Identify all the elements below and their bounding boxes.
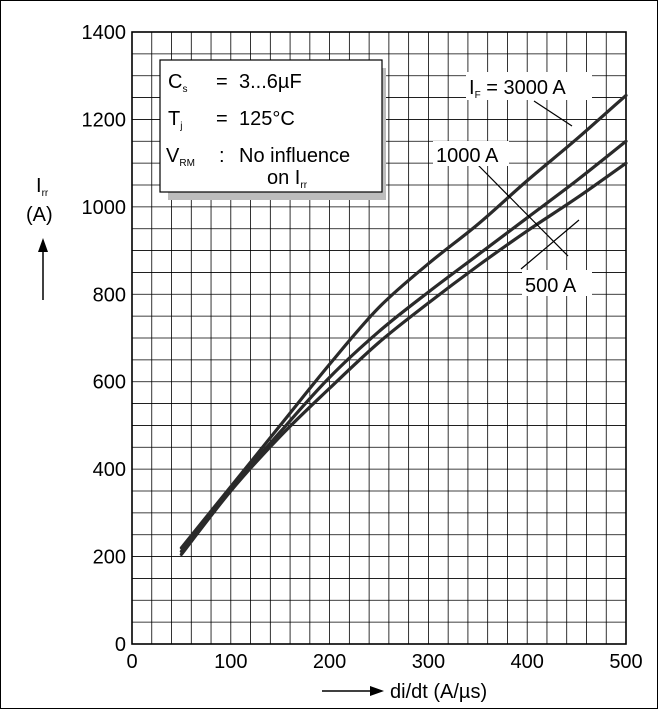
legend-row-tj-value: 125°C <box>239 108 295 130</box>
x-tick-label: 100 <box>214 651 247 673</box>
x-tick-label: 500 <box>609 651 642 673</box>
x-tick-label: 200 <box>313 651 346 673</box>
legend-box: Cs = 3...6µF Tj = 125°C VRM : No influen… <box>159 59 386 200</box>
y-tick-label: 0 <box>115 634 126 656</box>
legend-row-cs-value: 3...6µF <box>239 71 302 93</box>
legend-row-cs: Cs <box>168 71 187 95</box>
x-axis-label-text: di/dt (A/µs) <box>390 681 487 703</box>
x-axis-arrow-head <box>370 686 384 696</box>
y-axis-label-unit: (A) <box>26 204 53 226</box>
y-axis-label-main: Irr <box>36 175 49 199</box>
y-tick-label: 1200 <box>82 109 127 131</box>
chart-curves <box>179 93 628 556</box>
leader-500 <box>520 219 580 270</box>
y-tick-label: 800 <box>93 284 126 306</box>
label-500: 500 A <box>525 275 577 297</box>
x-tick-label: 300 <box>412 651 445 673</box>
y-tick-label: 200 <box>93 547 126 569</box>
y-tick-label: 400 <box>93 459 126 481</box>
leader-1000 <box>477 164 569 257</box>
x-axis-label: di/dt (A/µs) <box>322 681 487 703</box>
legend-row-cs-sep: = <box>216 71 228 93</box>
y-tick-label: 1400 <box>82 22 127 44</box>
y-axis-label: Irr (A) <box>26 175 53 300</box>
x-tick-label: 0 <box>126 651 137 673</box>
y-tick-label: 1000 <box>82 197 127 219</box>
x-tick-label: 400 <box>511 651 544 673</box>
label-bg-500 <box>522 270 592 296</box>
series-line-3000-a <box>179 93 628 550</box>
legend-row-vrm-value: No influence <box>239 145 350 167</box>
curve-annotations: IF = 3000 A 1000 A 500 A <box>433 72 592 297</box>
legend-panel <box>159 59 383 193</box>
legend-row-vrm-sep: : <box>219 145 225 167</box>
leader-3000 <box>533 100 573 127</box>
y-axis-arrow-head <box>38 238 48 252</box>
legend-row-vrm: VRM <box>166 145 195 169</box>
legend-row-vrm-value2: on Irr <box>267 167 308 191</box>
series-line-1000-a <box>179 139 628 553</box>
label-bg-3000 <box>466 72 592 100</box>
chart-ticks: 0 100 200 300 400 500 0 200 400 600 800 1000 1200 140… <box>82 22 643 673</box>
plot-border <box>131 31 627 645</box>
legend-row-tj: Tj <box>168 108 182 132</box>
label-bg-1000 <box>433 141 509 166</box>
y-tick-label: 600 <box>93 372 126 394</box>
label-3000: IF = 3000 A <box>469 77 566 101</box>
series-line-500-a <box>179 161 628 556</box>
legend-row-tj-sep: = <box>216 108 228 130</box>
label-1000: 1000 A <box>436 145 499 167</box>
